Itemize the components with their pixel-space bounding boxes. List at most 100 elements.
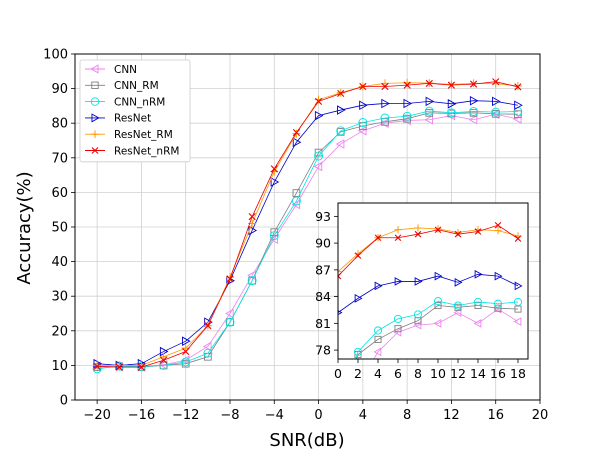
- inset-y-tick-label: 81: [315, 316, 331, 331]
- legend-label: CNN: [114, 64, 137, 76]
- x-tick-label: −8: [220, 408, 239, 423]
- legend-label: ResNet_RM: [114, 129, 173, 141]
- x-axis-label: SNR(dB): [269, 430, 344, 450]
- inset-data-point: [393, 327, 402, 337]
- legend-label: CNN_nRM: [114, 96, 165, 108]
- data-point: [403, 98, 413, 109]
- data-point: [468, 114, 478, 125]
- inset-data-point: [493, 299, 503, 308]
- inset-frame: [337, 202, 529, 360]
- data-point: [402, 111, 412, 121]
- inset-data-point: [433, 318, 442, 328]
- data-point: [514, 83, 522, 91]
- data-point: [226, 318, 234, 327]
- inset-y-tick-label: 78: [315, 343, 331, 358]
- data-point: [337, 89, 345, 98]
- inset-x-tick-label: 0: [334, 366, 342, 381]
- inset-data-point: [434, 302, 442, 310]
- legend-marker: [91, 81, 99, 89]
- data-point: [225, 317, 235, 327]
- inset-data-point: [373, 326, 383, 335]
- y-tick-label: 0: [60, 394, 68, 409]
- x-tick-label: 8: [403, 408, 411, 423]
- data-point: [381, 98, 390, 109]
- data-point: [313, 161, 323, 172]
- inset-data-point: [434, 271, 443, 281]
- inset-series-line: [355, 305, 519, 359]
- inset-x-tick-label: 16: [490, 366, 506, 381]
- inset-data-point: [374, 335, 382, 343]
- inset-data-point: [514, 281, 523, 291]
- data-point: [181, 357, 191, 367]
- inset-data-point: [473, 318, 482, 328]
- series-line: [97, 81, 518, 368]
- data-point: [403, 81, 411, 89]
- inset-series-line: [338, 273, 519, 313]
- data-point: [159, 356, 168, 364]
- legend-marker: [90, 97, 100, 106]
- data-point: [359, 82, 367, 91]
- inset-data-point: [374, 281, 383, 291]
- inset-data-point: [354, 252, 362, 259]
- inset-data-point: [454, 230, 462, 238]
- inset-x-tick-label: 6: [394, 366, 402, 381]
- data-point: [291, 199, 301, 210]
- inset-data-point: [353, 347, 363, 356]
- inset-data-point: [434, 226, 442, 234]
- data-point: [292, 137, 302, 147]
- inset-y-tick-label: 90: [315, 236, 331, 251]
- inset-data-point: [513, 297, 523, 306]
- data-point: [357, 126, 367, 136]
- y-tick-label: 100: [43, 48, 68, 63]
- data-point: [512, 114, 522, 124]
- y-tick-label: 60: [51, 186, 68, 201]
- inset-y-tick-label: 87: [315, 262, 331, 277]
- legend-marker: [91, 130, 99, 138]
- series-line: [97, 100, 518, 366]
- inset-data-point: [374, 234, 382, 242]
- inset-data-point: [413, 310, 423, 319]
- data-point: [159, 352, 168, 361]
- inset-x-tick-label: 14: [470, 366, 486, 381]
- x-tick-label: −12: [172, 408, 199, 423]
- legend-label: CNN_RM: [114, 80, 159, 92]
- y-tick-label: 20: [51, 324, 68, 339]
- y-tick-label: 30: [51, 290, 68, 305]
- inset-y-tick-label: 93: [315, 209, 331, 224]
- legend-label: ResNet: [114, 113, 151, 125]
- data-point: [469, 106, 479, 116]
- legend-marker: [91, 113, 100, 123]
- y-tick-label: 10: [51, 359, 68, 374]
- inset-data-point: [453, 308, 462, 318]
- inset-data-point: [354, 382, 360, 389]
- inset-data-point: [373, 347, 382, 357]
- inset-data-point: [494, 227, 502, 235]
- data-point: [226, 273, 234, 282]
- inset-series-line: [355, 300, 519, 359]
- y-axis-label: Accuracy(%): [14, 171, 35, 284]
- main-series: [92, 78, 523, 374]
- x-tick-label: 12: [443, 408, 460, 423]
- main-ticks: −20 −16 −12 −8 −4 0 4 8 12 16 20010203040506070809…: [43, 48, 548, 424]
- inset-data-point: [474, 302, 482, 310]
- inset-x-tick-label: 8: [414, 366, 422, 381]
- inset-data-point: [434, 225, 442, 233]
- inset-series: [338, 222, 523, 389]
- data-point: [447, 99, 457, 109]
- data-point: [115, 363, 123, 371]
- data-point: [335, 139, 345, 149]
- legend: CNN CNN_RM CNN_nRM ResNet ResNet_RM ResNet_nR…: [79, 59, 191, 163]
- x-tick-label: −16: [128, 408, 155, 423]
- data-point: [292, 129, 301, 138]
- data-point: [425, 96, 435, 107]
- y-tick-label: 80: [51, 117, 68, 132]
- inset-data-point: [394, 234, 402, 242]
- data-point: [358, 118, 368, 127]
- inset-data-point: [394, 277, 403, 286]
- inset-data-point: [414, 224, 422, 232]
- data-point: [469, 80, 478, 88]
- data-point: [115, 361, 124, 370]
- y-tick-label: 50: [51, 221, 68, 236]
- data-point: [491, 107, 501, 117]
- x-tick-label: 4: [359, 408, 367, 423]
